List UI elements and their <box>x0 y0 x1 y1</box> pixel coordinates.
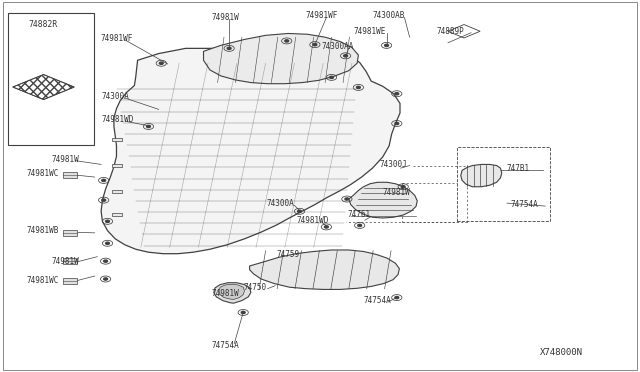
Polygon shape <box>112 213 122 216</box>
Bar <box>63 278 77 284</box>
Text: 747B1: 747B1 <box>507 164 530 173</box>
Text: 74981WD: 74981WD <box>101 115 134 124</box>
Polygon shape <box>112 138 122 141</box>
Circle shape <box>102 199 106 201</box>
Text: 74300AA: 74300AA <box>321 42 354 51</box>
Text: 74759: 74759 <box>276 250 300 259</box>
Text: 74981WD: 74981WD <box>297 216 330 225</box>
Text: 74761: 74761 <box>348 210 371 219</box>
Text: 74300A: 74300A <box>266 199 294 208</box>
Text: 74981WC: 74981WC <box>27 276 60 285</box>
Circle shape <box>285 40 289 42</box>
Text: 74981W: 74981W <box>382 188 410 197</box>
Text: 74889P: 74889P <box>436 27 464 36</box>
Polygon shape <box>112 164 122 167</box>
Text: 74981W: 74981W <box>51 155 79 164</box>
Text: 74754A: 74754A <box>211 341 239 350</box>
Text: 74981W: 74981W <box>51 257 79 266</box>
Circle shape <box>395 93 399 95</box>
Text: 74981W: 74981W <box>211 289 239 298</box>
Polygon shape <box>461 164 502 187</box>
Bar <box>63 230 77 236</box>
Circle shape <box>395 296 399 299</box>
Text: 74981WF: 74981WF <box>306 11 339 20</box>
Circle shape <box>395 122 399 125</box>
Circle shape <box>313 44 317 46</box>
Polygon shape <box>250 250 399 289</box>
Circle shape <box>104 278 108 280</box>
Text: 74300A: 74300A <box>101 92 129 101</box>
Polygon shape <box>219 284 244 299</box>
Circle shape <box>401 186 405 188</box>
Polygon shape <box>214 283 251 303</box>
Text: 74981W: 74981W <box>211 13 239 22</box>
Bar <box>8 13 94 145</box>
Circle shape <box>227 47 231 49</box>
Circle shape <box>345 198 349 200</box>
Circle shape <box>106 220 109 222</box>
Text: 74981WC: 74981WC <box>27 169 60 178</box>
Polygon shape <box>204 33 358 84</box>
Text: 74981WE: 74981WE <box>353 27 386 36</box>
Polygon shape <box>101 45 400 254</box>
Text: 74882R: 74882R <box>29 20 58 29</box>
Circle shape <box>358 224 362 227</box>
Circle shape <box>104 260 108 262</box>
Text: 74754A: 74754A <box>511 200 538 209</box>
Circle shape <box>356 86 360 89</box>
Circle shape <box>324 226 328 228</box>
Polygon shape <box>349 182 417 218</box>
Circle shape <box>298 210 301 212</box>
Circle shape <box>147 125 150 128</box>
Circle shape <box>344 55 348 57</box>
Polygon shape <box>112 190 122 193</box>
Circle shape <box>159 62 163 64</box>
Circle shape <box>241 311 245 314</box>
Text: 74300J: 74300J <box>380 160 407 169</box>
Text: 74981WB: 74981WB <box>27 226 60 235</box>
Bar <box>63 172 77 178</box>
Bar <box>457 147 550 221</box>
Bar <box>63 258 77 264</box>
Circle shape <box>385 44 388 46</box>
Circle shape <box>106 242 109 244</box>
Circle shape <box>102 179 106 182</box>
Text: 74754A: 74754A <box>364 296 391 305</box>
Circle shape <box>330 76 333 78</box>
Text: 74300AB: 74300AB <box>372 11 405 20</box>
Text: 74981WF: 74981WF <box>100 34 133 43</box>
Text: 74750: 74750 <box>243 283 266 292</box>
Text: X748000N: X748000N <box>540 348 584 357</box>
